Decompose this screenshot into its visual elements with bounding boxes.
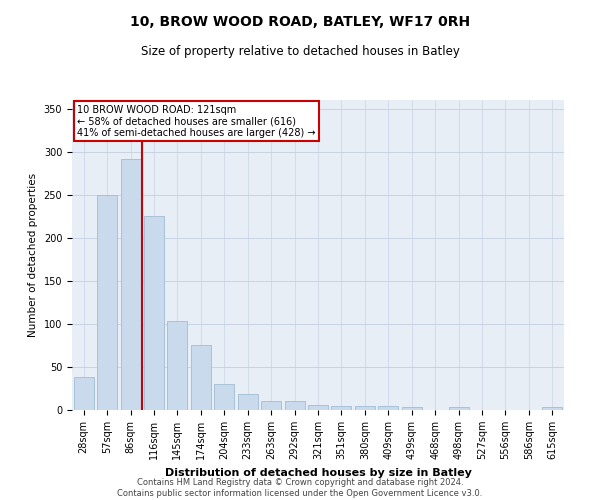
Bar [355,406,375,410]
Bar [74,378,94,410]
Bar [379,406,398,410]
Text: Contains HM Land Registry data © Crown copyright and database right 2024.
Contai: Contains HM Land Registry data © Crown c… [118,478,482,498]
X-axis label: Distribution of detached houses by size in Batley: Distribution of detached houses by size … [164,468,472,477]
Text: 10, BROW WOOD ROAD, BATLEY, WF17 0RH: 10, BROW WOOD ROAD, BATLEY, WF17 0RH [130,15,470,29]
Bar [331,406,352,410]
Text: Size of property relative to detached houses in Batley: Size of property relative to detached ho… [140,45,460,58]
Bar [144,216,164,410]
Text: 10 BROW WOOD ROAD: 121sqm
← 58% of detached houses are smaller (616)
41% of semi: 10 BROW WOOD ROAD: 121sqm ← 58% of detac… [77,104,316,138]
Bar [284,402,305,410]
Bar [121,158,140,410]
Bar [542,408,562,410]
Y-axis label: Number of detached properties: Number of detached properties [28,173,38,337]
Bar [261,402,281,410]
Bar [238,394,257,410]
Bar [97,194,117,410]
Bar [191,344,211,410]
Bar [167,322,187,410]
Bar [402,406,422,410]
Bar [308,405,328,410]
Bar [449,406,469,410]
Bar [214,384,234,410]
